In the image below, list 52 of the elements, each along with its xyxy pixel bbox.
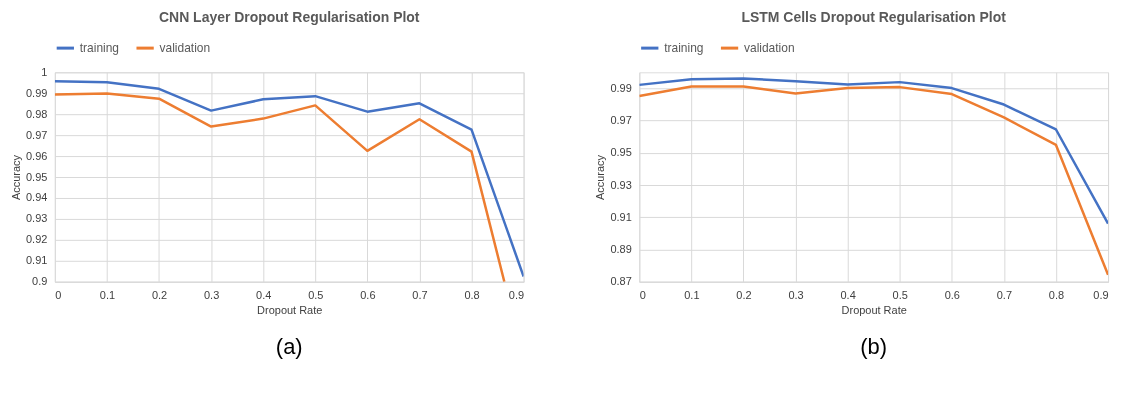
y-tick-label: 0.93 xyxy=(26,212,48,225)
x-tick-label: 0.3 xyxy=(203,289,220,302)
x-tick-label: 0.7 xyxy=(996,289,1013,302)
y-tick-label: 0.9 xyxy=(32,275,48,288)
text: (a) xyxy=(275,333,303,359)
x-tick-label: 0.2 xyxy=(736,289,752,302)
chart-title: CNN Layer Dropout Regularisation Plot xyxy=(158,9,420,26)
y-tick-label: 0.96 xyxy=(26,149,48,162)
x-tick-label: 0.1 xyxy=(99,289,116,302)
x-tick-label: 0.6 xyxy=(944,289,960,302)
y-tick-label: 0.98 xyxy=(26,107,48,120)
x-tick-label: 0.3 xyxy=(788,289,804,302)
x-tick-label: 0.1 xyxy=(684,289,700,302)
line-series xyxy=(639,77,1109,225)
x-tick-label: 0.4 xyxy=(840,289,856,302)
y-tick-label: 0.94 xyxy=(26,191,48,204)
x-tick-label: 0 xyxy=(55,289,62,302)
legend-label: validation xyxy=(159,41,211,56)
y-tick-label: 0.99 xyxy=(610,81,632,94)
y-tick-label: 0.91 xyxy=(26,254,48,267)
x-tick-label: 0.2 xyxy=(151,289,168,302)
line-series xyxy=(639,85,1109,277)
x-tick-label: 0 xyxy=(639,289,646,302)
x-axis-title: Dropout Rate xyxy=(257,304,323,317)
x-tick-label: 0.5 xyxy=(892,289,908,302)
y-tick-label: 1 xyxy=(41,65,48,78)
x-tick-label: 0.9 xyxy=(1093,289,1109,302)
text: (b) xyxy=(860,333,888,359)
legend-label: training xyxy=(79,41,120,56)
x-tick-label: 0.6 xyxy=(360,289,376,302)
y-tick-label: 0.97 xyxy=(26,128,48,141)
x-tick-label: 0.7 xyxy=(412,289,428,302)
y-axis-title: Accuracy xyxy=(10,154,23,201)
y-tick-label: 0.91 xyxy=(610,210,632,223)
y-tick-label: 0.89 xyxy=(610,243,632,256)
x-tick-label: 0.8 xyxy=(464,289,480,302)
legend-label: training xyxy=(664,41,704,56)
y-tick-label: 0.95 xyxy=(26,170,48,183)
y-tick-label: 0.87 xyxy=(610,275,632,288)
legend-label: validation xyxy=(744,41,795,56)
y-tick-label: 0.95 xyxy=(610,146,632,159)
x-tick-label: 0.9 xyxy=(508,289,525,302)
y-tick-label: 0.97 xyxy=(610,114,632,127)
y-tick-label: 0.99 xyxy=(26,86,48,99)
x-tick-label: 0.5 xyxy=(308,289,324,302)
x-tick-label: 0.8 xyxy=(1048,289,1065,302)
y-tick-label: 0.92 xyxy=(26,233,48,246)
x-tick-label: 0.4 xyxy=(256,289,272,302)
x-axis-title: Dropout Rate xyxy=(841,304,907,317)
y-axis-title: Accuracy xyxy=(594,154,607,201)
y-tick-label: 0.93 xyxy=(610,178,632,191)
chart-title: LSTM Cells Dropout Regularisation Plot xyxy=(741,9,1007,26)
